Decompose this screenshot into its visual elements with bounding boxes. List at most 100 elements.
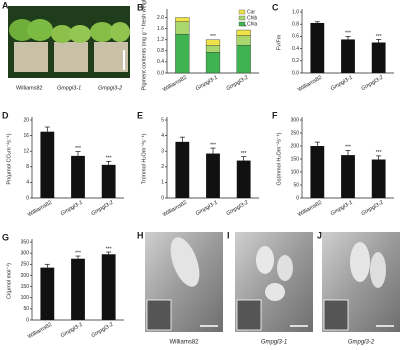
y-tick-label: 3 [161,149,164,155]
y-tick-label: 100 [291,169,300,175]
x-tick-label: Gmpgl3-1 [60,322,84,339]
bar [236,160,251,198]
significance: *** [376,34,382,40]
y-tick-label: 0.8 [292,22,299,28]
y-axis-label: Tr(mmol H₂Om⁻²s⁻¹) [141,133,147,184]
y-axis-label: Gs(mmol H₂Om⁻²s⁻¹) [276,132,282,185]
y-tick-label: 0 [26,317,29,323]
y-tick-label: 0.2 [292,58,299,64]
y-tick-label: 300 [21,250,30,256]
bar-segment [175,33,190,74]
plant-photo [8,6,130,78]
bar [341,39,355,73]
y-tick-label: 0.4 [292,46,299,52]
y-axis-label: Pigment contents (mg g⁻¹ fresh weight) [141,0,147,90]
y-tick-label: 0.0 [157,70,164,76]
bar [206,153,220,198]
tem-image [322,232,400,332]
bar [341,155,355,198]
y-tick-label: 250 [291,130,300,136]
y-tick-label: 0.4 [157,59,164,65]
legend-label: Car [247,9,255,15]
y-axis-label: Fv/Fm [276,34,282,50]
y-tick-label: 350 [21,239,30,245]
significance: *** [75,146,81,152]
y-tick-label: 150 [21,284,30,290]
photo-label: Williams82 [16,85,43,91]
tem-caption: Williams82 [169,340,199,346]
bar-segment [236,45,251,74]
y-tick-label: 250 [21,262,30,268]
x-tick-label: Gmpgl3-2 [90,200,114,217]
panel-letter: H [137,230,144,240]
y-tick-label: 0.0 [292,70,299,76]
y-tick-label: 4 [26,180,29,186]
photo-label: Gmpgl3-1 [57,85,81,91]
bar-segment [205,39,221,46]
bar-segment [205,45,221,53]
bar [175,141,190,198]
x-tick-label: Gmpgl3-1 [330,75,354,92]
y-axis-label: Ci(μmol mol⁻¹) [6,263,12,299]
significance: *** [241,151,247,157]
photo-label: Gmpgl3-2 [98,85,122,91]
y-tick-label: 4 [161,133,164,139]
panel-letter: F [272,110,278,120]
bar [71,155,85,198]
panel-letter: A [2,0,9,10]
x-tick-label: Williams82 [297,75,323,93]
panel-letter: J [317,230,322,240]
panel-letter: E [137,110,143,120]
significance: *** [106,246,112,252]
y-tick-label: 5 [161,117,164,123]
x-tick-label: Gmpgl3-1 [195,75,219,92]
legend-label: Chla [247,21,258,27]
bar [40,267,55,320]
x-tick-label: Gmpgl3-2 [90,322,114,339]
x-tick-label: Gmpgl3-2 [225,200,249,217]
bar-segment [236,29,251,36]
significance: *** [376,150,382,156]
panel-letter: B [137,2,144,12]
bar [71,258,85,320]
y-tick-label: 20 [23,117,29,123]
bar [40,131,55,198]
x-tick-label: Williams82 [162,200,188,218]
y-tick-label: 50 [293,182,299,188]
x-tick-label: Williams82 [27,322,53,340]
x-tick-label: Gmpgl3-1 [60,200,84,217]
y-tick-label: 200 [21,273,30,279]
y-tick-label: 1 [161,180,164,186]
tem-caption: Gmpgl3-1 [261,340,287,346]
bar [101,164,116,198]
y-tick-label: 0 [26,195,29,201]
x-tick-label: Gmpgl3-2 [360,200,384,217]
y-axis-label: Pn(μmol CO₂m⁻²s⁻¹) [6,133,12,184]
y-tick-label: 1.2 [157,37,164,43]
tem-image [145,232,223,332]
x-tick-label: Gmpgl3-1 [195,200,219,217]
y-tick-label: 0.8 [157,48,164,54]
legend-label: Chlb [247,15,258,21]
y-tick-label: 2.0 [157,15,164,21]
tem-caption: Gmpgl3-2 [348,340,375,346]
y-tick-label: 150 [291,156,300,162]
y-tick-label: 8 [26,164,29,170]
panel-letter: I [227,230,230,240]
significance: *** [241,24,247,30]
bar [101,254,116,320]
x-tick-label: Gmpgl3-2 [225,75,249,92]
bar-segment [175,21,190,35]
significance: *** [210,142,216,148]
bar-segment [175,17,190,22]
y-tick-label: 0.6 [292,34,299,40]
bar [371,159,386,198]
legend-swatch [238,15,246,21]
bar-segment [205,52,221,74]
significance: *** [210,34,216,40]
x-tick-label: Gmpgl3-1 [330,200,354,217]
bar-segment [236,35,251,46]
tem-image [235,232,313,332]
bar [310,146,325,198]
y-tick-label: 1.6 [157,26,164,32]
